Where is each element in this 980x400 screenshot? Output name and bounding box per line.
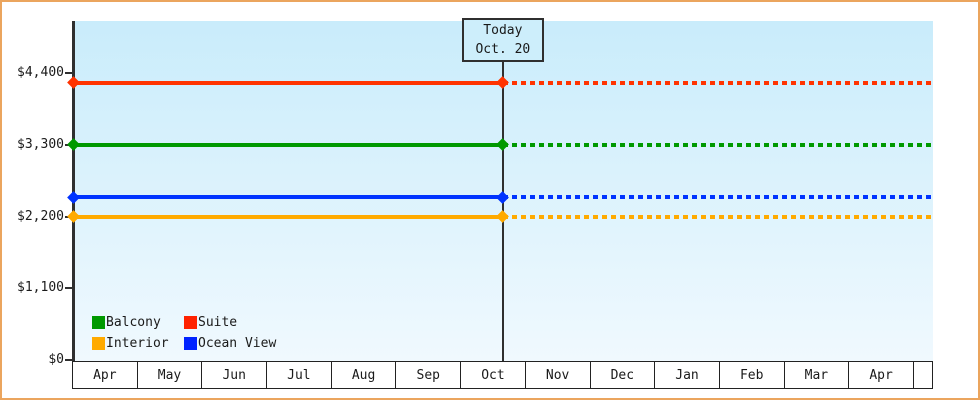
series-line-suite-solid bbox=[74, 80, 503, 85]
series-line-interior-solid bbox=[74, 214, 503, 219]
legend-item-interior: Interior bbox=[92, 334, 184, 352]
x-axis-label-apr-12: Apr bbox=[848, 362, 913, 388]
legend-swatch-ocean-view bbox=[184, 336, 197, 350]
x-axis-label-mar-11: Mar bbox=[783, 362, 849, 388]
x-axis-label-jun-2: Jun bbox=[201, 362, 266, 388]
today-box-date: Oct. 20 bbox=[475, 42, 531, 57]
legend-label-suite: Suite bbox=[198, 314, 238, 330]
y-tick-label-$1,100: $1,100 bbox=[17, 280, 64, 296]
y-tick-mark bbox=[65, 287, 72, 290]
x-axis-label-sep-5: Sep bbox=[395, 362, 460, 388]
x-axis-label-nov-7: Nov bbox=[524, 362, 590, 388]
y-tick-mark bbox=[65, 359, 72, 361]
x-axis-label-apr-0: Apr bbox=[93, 367, 117, 383]
legend-label-ocean-view: Ocean View bbox=[198, 335, 277, 351]
series-line-balcony-dotted bbox=[502, 142, 933, 147]
series-line-ocean-view-solid bbox=[74, 195, 503, 200]
x-axis-filler bbox=[912, 362, 932, 388]
legend-item-balcony: Balcony bbox=[92, 313, 184, 331]
series-line-interior-dotted bbox=[502, 214, 933, 219]
x-axis-label-aug-4: Aug bbox=[330, 362, 396, 388]
series-line-suite-dotted bbox=[502, 80, 933, 85]
legend-item-suite: Suite bbox=[184, 313, 276, 331]
legend-label-balcony: Balcony bbox=[106, 314, 161, 330]
legend: Balcony Suite Interior Ocean View bbox=[92, 313, 276, 352]
x-axis-label-jul-3: Jul bbox=[266, 362, 331, 388]
x-axis-label-feb-10: Feb bbox=[718, 362, 784, 388]
legend-swatch-interior bbox=[92, 336, 105, 350]
series-line-ocean-view-dotted bbox=[502, 195, 933, 200]
y-tick-label-$4,400: $4,400 bbox=[17, 65, 64, 81]
y-tick-label-$2,200: $2,200 bbox=[17, 208, 64, 224]
x-axis-label-jan-9: Jan bbox=[654, 362, 719, 388]
x-axis-label-dec-8: Dec bbox=[589, 362, 655, 388]
series-line-balcony-solid bbox=[74, 142, 503, 147]
x-axis-label-may-1: May bbox=[136, 362, 202, 388]
y-tick-label-$3,300: $3,300 bbox=[17, 136, 64, 152]
legend-label-interior: Interior bbox=[106, 335, 169, 351]
y-tick-mark bbox=[65, 72, 72, 75]
x-axis-label-oct-6: Oct bbox=[460, 362, 525, 388]
today-box: Today Oct. 20 bbox=[461, 18, 544, 62]
today-box-title: Today bbox=[483, 23, 523, 38]
legend-swatch-suite bbox=[184, 315, 197, 329]
y-tick-label-$0: $0 bbox=[48, 352, 64, 367]
legend-swatch-balcony bbox=[92, 315, 105, 329]
legend-item-ocean-view: Ocean View bbox=[184, 334, 276, 352]
x-axis: Apr May Jun Jul Aug Sep Oct Nov Dec Jan Feb Mar Apr bbox=[72, 361, 933, 389]
